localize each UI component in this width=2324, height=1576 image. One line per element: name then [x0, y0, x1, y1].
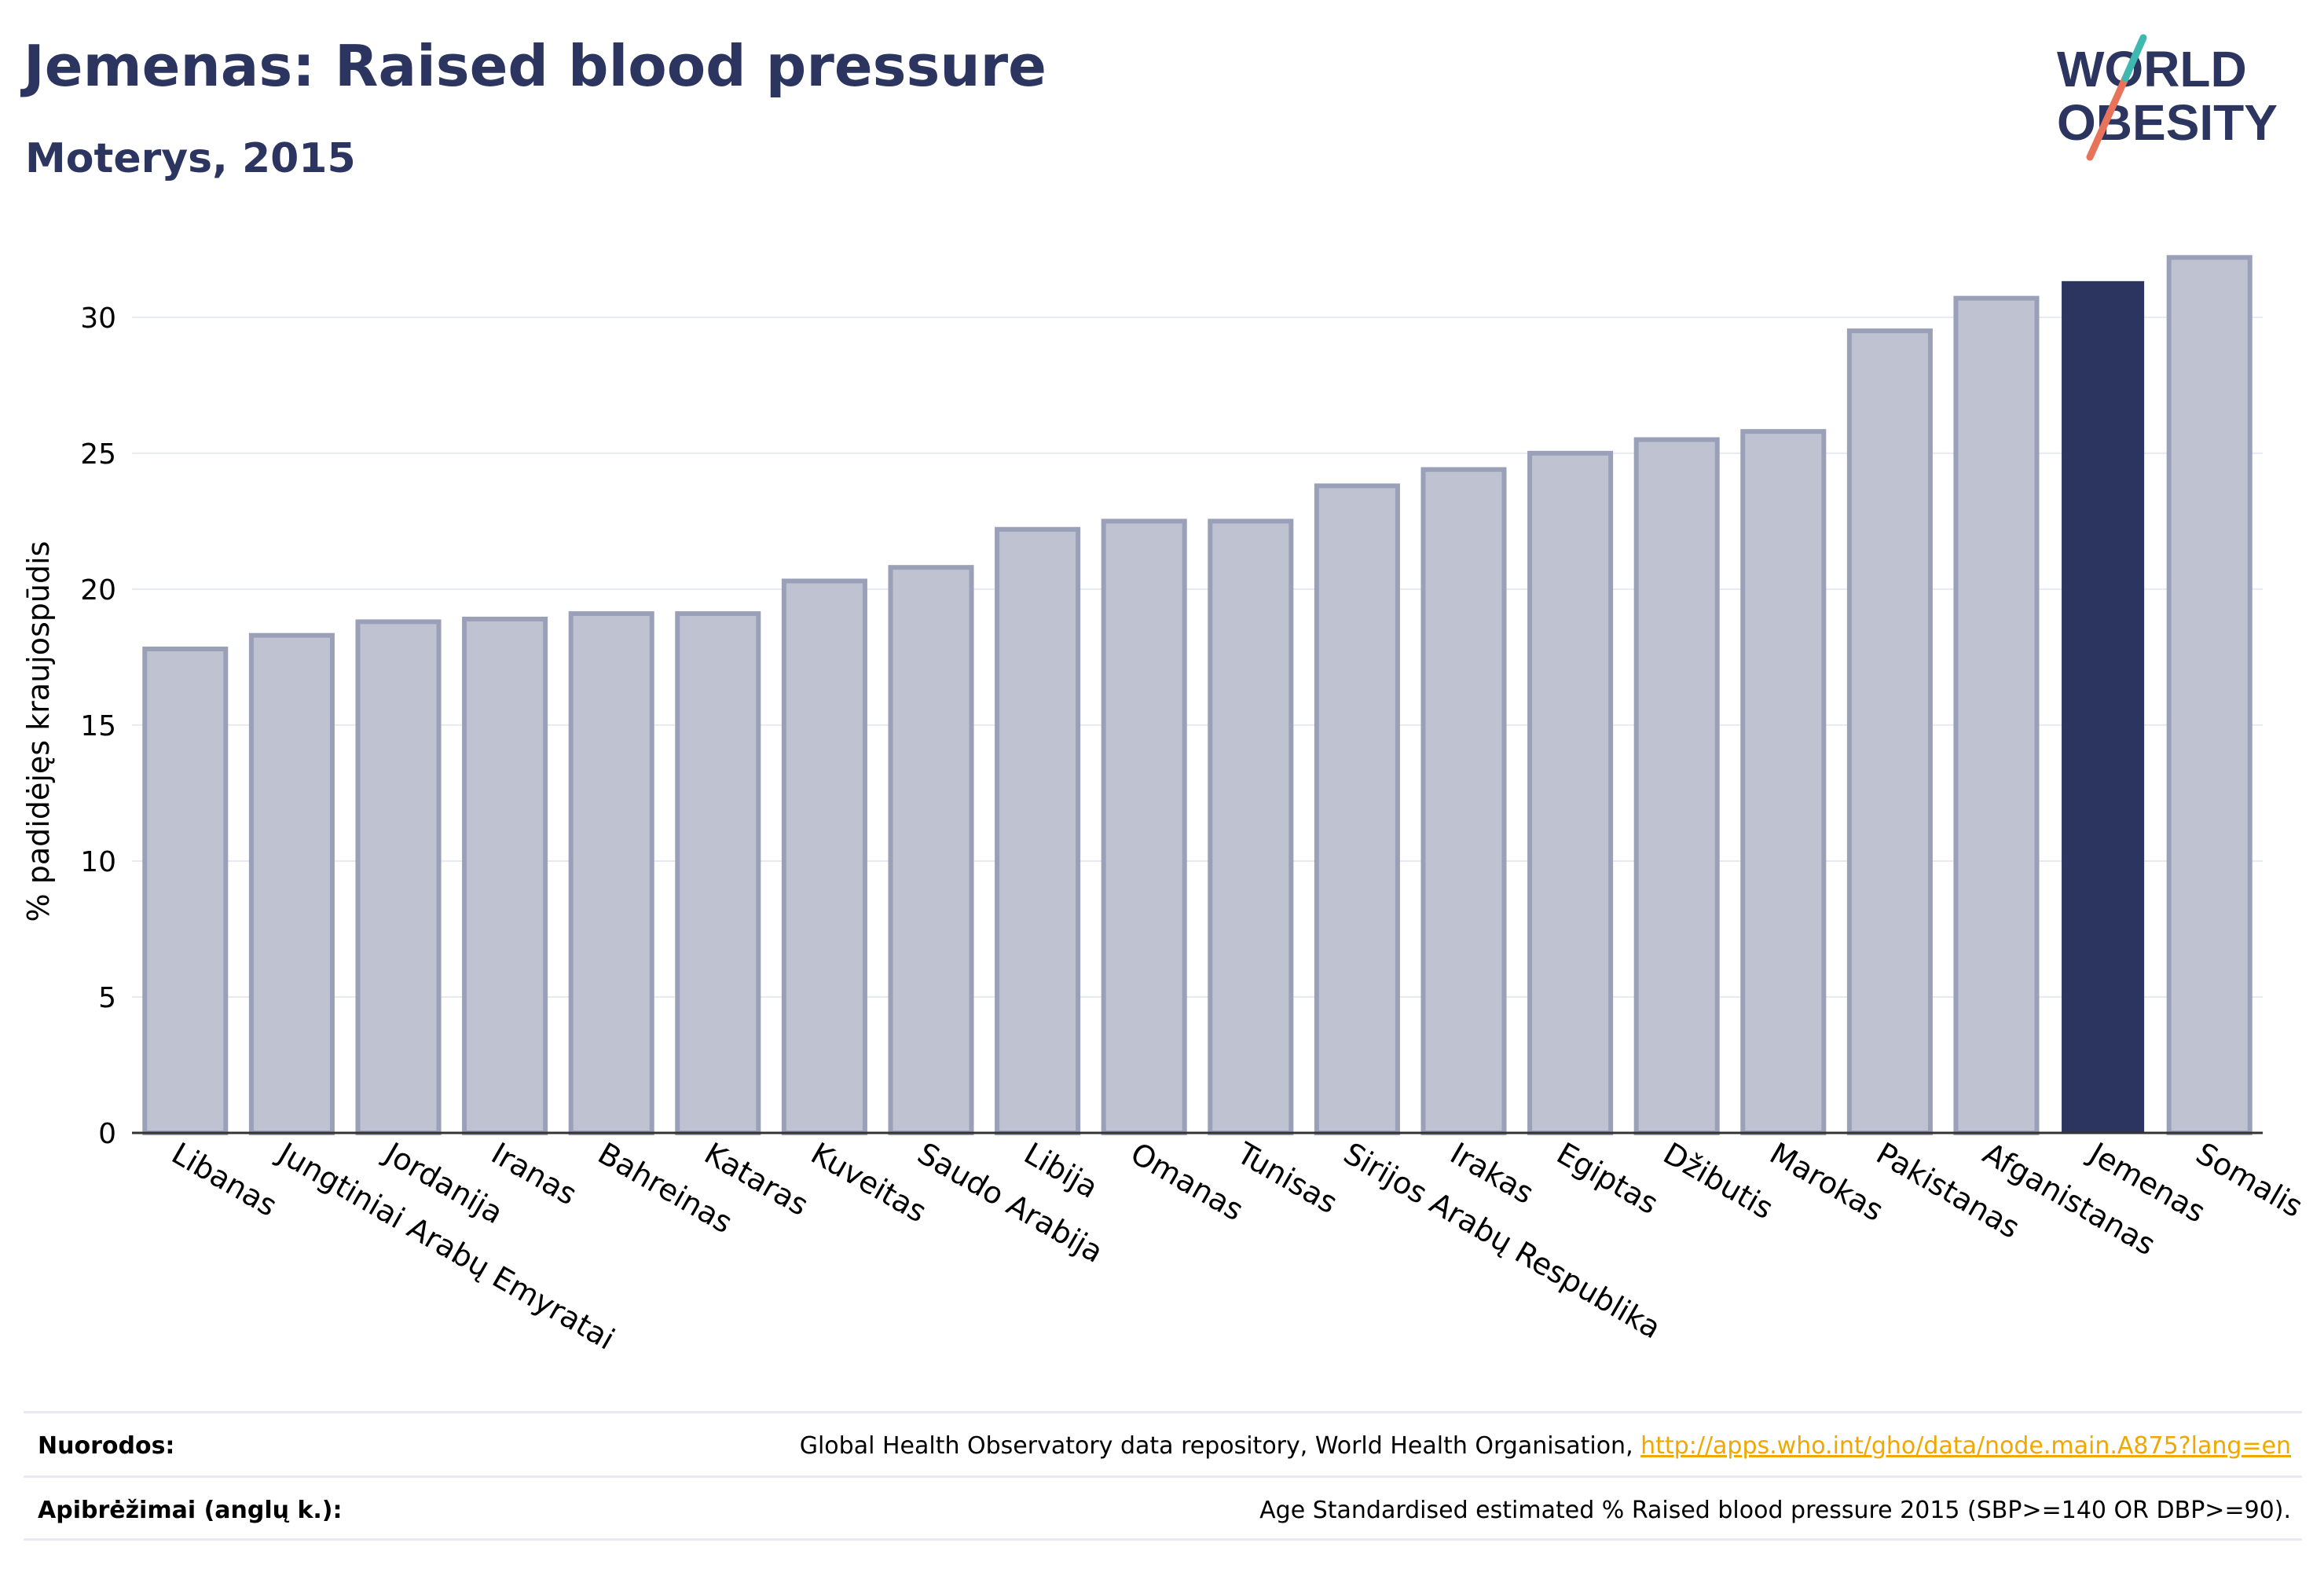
bars — [142, 255, 2253, 1136]
x-tick-label: Marokas — [1764, 1136, 1889, 1228]
world-obesity-logo: WORLD OBESITY — [2057, 34, 2278, 161]
bar-egiptas — [1527, 450, 1614, 1135]
sources-link[interactable]: http://apps.who.int/gho/data/node.main.A… — [1640, 1432, 2291, 1460]
footer-definitions-row: Apibrėžimai (anglų k.): Age Standardised… — [24, 1475, 2302, 1541]
y-axis-label: % padidėjęs kraujospūdis — [21, 541, 56, 922]
footer-sources-row: Nuorodos: Global Health Observatory data… — [24, 1411, 2302, 1476]
y-tick-label: 20 — [80, 574, 116, 607]
y-tick-label: 30 — [80, 302, 116, 335]
definitions-value: Age Standardised estimated % Raised bloo… — [1259, 1497, 2291, 1524]
x-tick-label: Tunisas — [1230, 1135, 1343, 1220]
x-tick-label: Džibutis — [1658, 1136, 1780, 1226]
bar-sirijos-arabų-respublika — [1314, 483, 1400, 1135]
x-tick-label: Kuveitas — [805, 1136, 933, 1230]
bar-jemenas — [2062, 280, 2145, 1134]
y-tick-label: 25 — [80, 438, 116, 471]
y-tick-label: 10 — [80, 846, 116, 878]
bar-tunisas — [1208, 519, 1294, 1135]
bar-džibutis — [1633, 437, 1720, 1135]
x-tick-label: Libanas — [166, 1136, 283, 1223]
x-tick-label: Egiptas — [1551, 1136, 1664, 1222]
y-tick-label: 15 — [80, 710, 116, 742]
logo-slash-teal — [2121, 34, 2147, 82]
x-tick-label: Omanas — [1125, 1136, 1249, 1228]
chart-title: Jemenas: Raised blood pressure — [24, 33, 1047, 99]
y-tick-label: 5 — [98, 982, 116, 1014]
bar-kataras — [675, 611, 761, 1135]
logo-text-world: WORLD — [2057, 41, 2247, 97]
bar-somalis — [2166, 255, 2253, 1136]
bar-jungtiniai-arabų-emyratai — [248, 632, 335, 1135]
bar-saudo-arabija — [888, 565, 974, 1135]
chart-subtitle: Moterys, 2015 — [25, 135, 356, 182]
grid-lines — [132, 316, 2263, 998]
bar-afganistanas — [1953, 295, 2040, 1135]
logo-slash-red — [2086, 75, 2129, 161]
bar-libija — [995, 526, 1081, 1135]
footer-divider — [24, 1538, 2302, 1541]
bar-irakas — [1420, 467, 1507, 1135]
bar-jordanija — [355, 619, 442, 1135]
bar-omanas — [1101, 519, 1187, 1135]
definitions-label: Apibrėžimai (anglų k.): — [38, 1497, 343, 1524]
bar-marokas — [1740, 429, 1827, 1135]
sources-text: Global Health Observatory data repositor… — [799, 1432, 1641, 1460]
bar-iranas — [462, 616, 548, 1135]
bar-libanas — [142, 647, 229, 1135]
x-tick-label: Saudo Arabija — [912, 1136, 1109, 1270]
bar-bahreinas — [568, 611, 654, 1135]
y-tick-label: 0 — [98, 1118, 116, 1150]
sources-value: Global Health Observatory data repositor… — [800, 1432, 2291, 1460]
sources-label: Nuorodos: — [38, 1432, 175, 1460]
bar-kuveitas — [781, 578, 867, 1135]
bar-pakistanas — [1846, 328, 1933, 1135]
y-tick-labels: 0 5 10 15 20 25 30 — [80, 302, 116, 1150]
x-tick-label: Somalis — [2190, 1136, 2309, 1224]
